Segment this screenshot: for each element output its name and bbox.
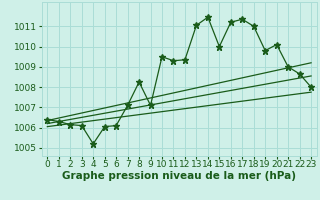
X-axis label: Graphe pression niveau de la mer (hPa): Graphe pression niveau de la mer (hPa): [62, 171, 296, 181]
